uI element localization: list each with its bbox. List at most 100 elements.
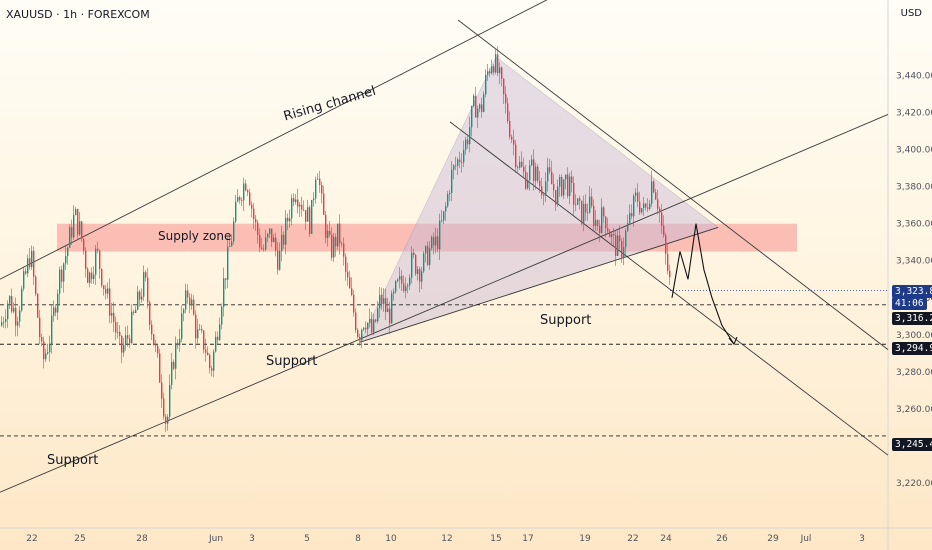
candle-body xyxy=(69,227,71,248)
level-tag-3245: 3,245.40 xyxy=(892,438,932,451)
candle-body xyxy=(327,230,329,238)
candle-body xyxy=(171,361,173,385)
candle-body xyxy=(547,167,549,182)
candle-body xyxy=(231,241,233,247)
candle-body xyxy=(27,258,29,274)
candle-body xyxy=(637,192,639,202)
candle-body xyxy=(535,166,537,181)
x-tick-label: 15 xyxy=(490,534,501,544)
candle-body xyxy=(229,246,231,247)
candle-body xyxy=(631,213,633,217)
candle-body xyxy=(297,199,299,207)
triangle-base-line xyxy=(359,226,719,343)
candle-body xyxy=(629,213,631,224)
candle-body xyxy=(369,319,371,323)
candle-body xyxy=(305,210,307,222)
candle-body xyxy=(663,226,665,236)
candle-body xyxy=(539,180,541,187)
candle-body xyxy=(291,198,293,219)
candle-body xyxy=(83,238,85,251)
candle-body xyxy=(93,274,95,279)
candle-body xyxy=(415,255,417,274)
candle-body xyxy=(23,271,25,289)
candle-body xyxy=(315,179,317,199)
candle-body xyxy=(643,203,645,208)
symbol-title[interactable]: XAUUSD · 1h · FOREXCOM xyxy=(6,8,150,21)
channel-line-1 xyxy=(0,114,889,493)
candle-body xyxy=(599,226,601,233)
candle-body xyxy=(397,279,399,282)
candle-body xyxy=(211,368,213,371)
candle-body xyxy=(579,198,581,201)
candle-body xyxy=(175,342,177,369)
candle-body xyxy=(523,166,525,172)
x-tick-label: 19 xyxy=(579,534,591,544)
candle-body xyxy=(45,353,47,360)
candle-body xyxy=(311,199,313,234)
candle-body xyxy=(313,198,315,200)
candle-body xyxy=(261,247,263,250)
candle-body xyxy=(363,327,365,330)
candle-body xyxy=(407,285,409,287)
candle-body xyxy=(289,218,291,222)
candle-body xyxy=(111,312,113,316)
candle-body xyxy=(497,54,499,74)
candle-body xyxy=(301,204,303,210)
candle-body xyxy=(373,319,375,333)
candle-body xyxy=(263,249,265,250)
candle-body xyxy=(221,306,223,325)
candle-body xyxy=(447,194,449,207)
candle-body xyxy=(317,178,319,180)
candle-body xyxy=(155,344,157,346)
candle-body xyxy=(181,313,183,340)
candle-body xyxy=(435,236,437,246)
candle-body xyxy=(525,171,527,189)
candle-body xyxy=(347,271,349,278)
candle-body xyxy=(353,294,355,313)
candle-body xyxy=(209,355,211,369)
candle-body xyxy=(501,67,503,79)
candle-body xyxy=(293,198,295,202)
candle-body xyxy=(355,312,357,331)
candle-body xyxy=(115,322,117,333)
candle-body xyxy=(465,139,467,150)
candle-body xyxy=(425,246,427,254)
candle-body xyxy=(515,144,517,168)
candle-body xyxy=(375,319,377,322)
candle-body xyxy=(591,196,593,206)
candle-body xyxy=(147,277,149,303)
candle-body xyxy=(79,221,81,235)
candle-body xyxy=(371,319,373,333)
y-tick-label: 3,380.00 xyxy=(896,183,932,193)
candle-body xyxy=(393,291,395,294)
candle-body xyxy=(383,298,385,304)
candle-body xyxy=(185,290,187,310)
channel-line-0 xyxy=(0,0,548,280)
candle-body xyxy=(269,228,271,234)
triangle-pattern xyxy=(359,56,719,343)
candle-body xyxy=(97,248,99,251)
candle-body xyxy=(117,331,119,333)
candle-body xyxy=(615,235,617,256)
candle-body xyxy=(473,95,475,107)
candle-body xyxy=(571,176,573,184)
candle-body xyxy=(13,307,15,312)
candle-body xyxy=(123,344,125,353)
candle-body xyxy=(197,329,199,339)
candle-body xyxy=(87,268,89,283)
candle-body xyxy=(395,281,397,292)
candle-body xyxy=(207,352,209,356)
currency-label: USD xyxy=(900,8,922,19)
candle-body xyxy=(605,216,607,229)
candle-body xyxy=(483,94,485,112)
candle-body xyxy=(361,329,363,341)
candle-body xyxy=(139,291,141,300)
candle-body xyxy=(279,250,281,270)
candle-body xyxy=(307,207,309,222)
candle-body xyxy=(471,106,473,128)
candle-body xyxy=(609,231,611,238)
candle-body xyxy=(299,204,301,207)
candle-body xyxy=(113,312,115,323)
